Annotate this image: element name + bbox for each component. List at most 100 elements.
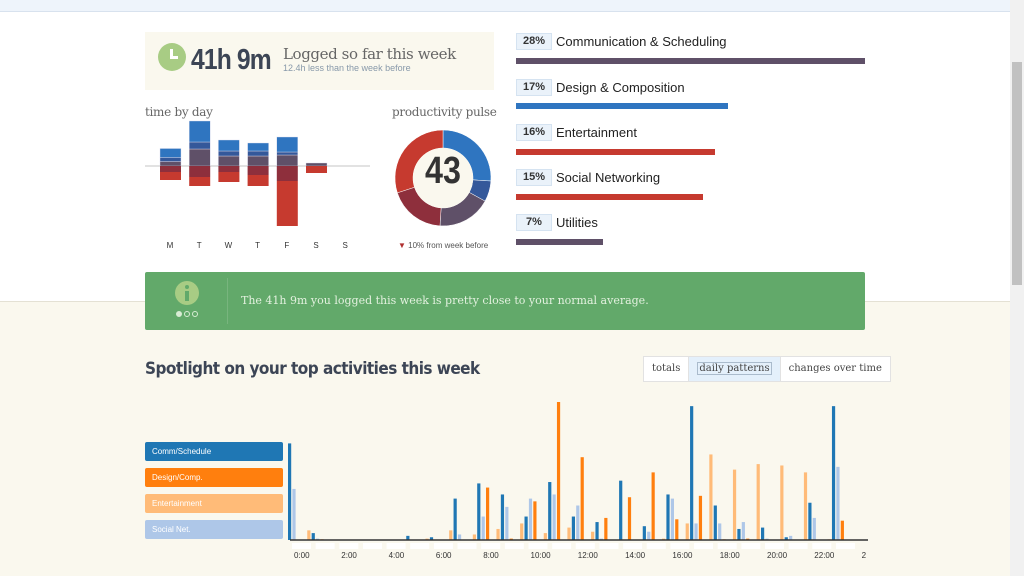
weekly-total-card: 41h 9m Logged so far this week 12.4h les…	[145, 32, 494, 90]
hour-tick	[717, 543, 737, 549]
day-bar-segment	[218, 139, 240, 152]
hour-bar	[429, 537, 434, 540]
legend-button[interactable]: Social Net.	[145, 520, 283, 539]
legend-button[interactable]: Comm/Schedule	[145, 442, 283, 461]
category-bar	[516, 103, 728, 110]
hour-bar	[472, 534, 476, 540]
day-label: S	[342, 241, 348, 250]
category-row[interactable]: 17% Design & Composition	[516, 78, 728, 110]
hour-bar	[713, 505, 717, 540]
total-caption: Logged so far this week	[283, 45, 456, 63]
x-tick-label: 10:00	[530, 551, 551, 560]
category-row[interactable]: 7% Utilities	[516, 214, 604, 246]
category-row[interactable]: 16% Entertainment	[516, 123, 716, 155]
hour-tick	[292, 543, 311, 549]
pager-dot[interactable]	[184, 311, 190, 317]
hour-bar	[784, 537, 788, 540]
hour-bar	[556, 402, 561, 540]
hour-bar	[840, 520, 844, 540]
hour-bar	[311, 533, 315, 540]
hour-bar	[477, 483, 481, 540]
x-tick-label: 12:00	[577, 551, 598, 560]
banner-pager[interactable]	[176, 311, 198, 317]
day-bar-segment	[306, 166, 327, 173]
pulse-score: 43	[425, 150, 461, 192]
hour-tick	[386, 543, 406, 549]
pager-dot[interactable]	[176, 311, 182, 317]
hour-bar	[803, 472, 808, 540]
hour-bar	[481, 516, 485, 540]
hour-bar	[604, 517, 608, 540]
day-bar-segment	[189, 166, 211, 177]
tab-totals[interactable]: totals	[644, 357, 690, 381]
category-name: Utilities	[556, 215, 598, 231]
insight-banner: The 41h 9m you logged this week is prett…	[145, 272, 865, 330]
hour-tick	[788, 543, 808, 549]
hour-bar	[737, 528, 741, 540]
category-row[interactable]: 28% Communication & Scheduling	[516, 33, 865, 64]
hour-bar	[741, 522, 745, 540]
day-bar-segment	[160, 166, 181, 172]
x-tick-label: 4:00	[388, 551, 405, 560]
x-tick-label: 18:00	[719, 551, 740, 560]
hour-tick	[812, 543, 832, 549]
day-bar-segment	[159, 148, 182, 158]
hour-bar	[533, 501, 537, 540]
tab-changes-over-time[interactable]: changes over time	[788, 363, 882, 374]
hour-tick	[315, 543, 335, 549]
hour-tick	[339, 543, 359, 549]
hour-bar	[690, 406, 694, 540]
hour-bar	[567, 527, 571, 540]
view-tabs: totals daily patterns changes over time	[643, 356, 891, 382]
legend-button[interactable]: Entertainment	[145, 494, 283, 513]
hour-bar	[812, 517, 816, 540]
x-tick-label: 0:00	[294, 551, 310, 560]
day-bar-segment	[218, 166, 240, 172]
hour-bar	[761, 527, 765, 540]
day-bar-segment	[247, 175, 269, 186]
scrollbar-thumb[interactable]	[1012, 62, 1022, 285]
hour-bar	[651, 472, 655, 540]
hour-tick	[599, 543, 619, 549]
day-bar-segment	[247, 142, 269, 152]
category-row[interactable]: 15% Social Networking	[516, 169, 703, 200]
hour-bar	[453, 498, 457, 540]
hour-bar	[528, 498, 533, 540]
category-bar	[516, 193, 703, 200]
hour-bar	[505, 506, 509, 540]
category-name: Social Networking	[556, 170, 661, 186]
hour-bar	[756, 464, 760, 540]
x-tick-label: 14:00	[625, 551, 646, 560]
day-label: W	[224, 241, 233, 250]
time-by-day-title: time by day	[145, 105, 213, 119]
x-tick-label: 6:00	[435, 551, 452, 560]
day-bar-segment	[247, 166, 269, 175]
legend-button[interactable]: Design/Comp.	[145, 468, 283, 487]
hour-tick	[670, 543, 690, 549]
pager-dot[interactable]	[192, 311, 198, 317]
tab-daily-patterns[interactable]: daily patterns	[689, 357, 781, 381]
day-label: M	[166, 241, 174, 250]
scrollbar[interactable]	[1010, 0, 1024, 576]
hour-bar	[698, 495, 703, 540]
productivity-pulse-title: productivity pulse	[392, 105, 497, 119]
hour-bar	[675, 519, 679, 540]
x-tick-label: 2	[861, 551, 867, 560]
hour-bar	[496, 528, 500, 540]
hour-bar	[591, 531, 595, 540]
hour-bar	[780, 465, 784, 540]
hour-bar	[548, 482, 552, 540]
category-percent: 17%	[516, 78, 552, 96]
pulse-center	[413, 148, 473, 208]
x-tick-label: 20:00	[767, 551, 788, 560]
hour-bar	[576, 505, 580, 540]
day-bar-segment	[218, 172, 240, 182]
category-percent: 16%	[516, 123, 552, 141]
hour-tick	[362, 543, 382, 549]
hour-tick	[481, 543, 501, 549]
category-bar	[516, 148, 716, 155]
clock-icon	[158, 43, 186, 71]
x-tick-label: 22:00	[814, 551, 835, 560]
